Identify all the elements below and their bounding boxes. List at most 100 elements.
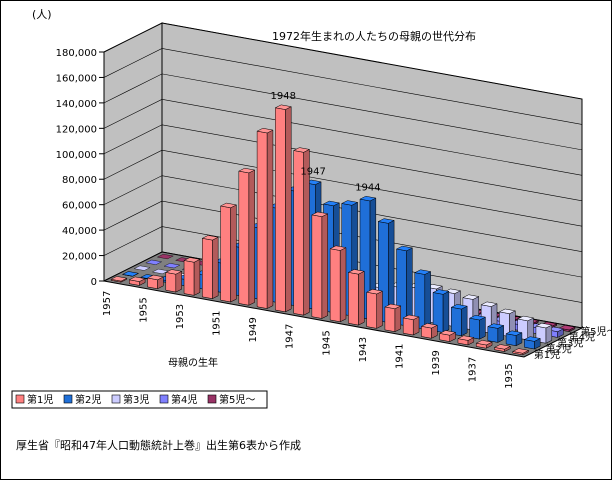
x-tick-label: 1943 bbox=[358, 337, 369, 362]
bar bbox=[121, 271, 140, 277]
bar-top bbox=[340, 200, 359, 206]
bar-front bbox=[311, 214, 323, 319]
x-tick-label: 1935 bbox=[504, 363, 515, 388]
bar-side bbox=[442, 291, 450, 333]
bar-top bbox=[535, 322, 553, 329]
bar-top bbox=[493, 344, 512, 350]
bar-front bbox=[505, 333, 517, 347]
bar-front bbox=[469, 317, 480, 340]
bar bbox=[219, 202, 238, 303]
bar-top bbox=[238, 167, 256, 174]
bar-top bbox=[420, 323, 439, 329]
bar bbox=[505, 330, 523, 347]
legend-label: 第4児 bbox=[171, 393, 197, 406]
x-tick-label: 1947 bbox=[285, 324, 296, 349]
bar-top bbox=[516, 315, 535, 322]
bar-side bbox=[175, 270, 182, 293]
bar-top bbox=[110, 276, 128, 282]
bar-top bbox=[462, 294, 480, 300]
series-axis-label: 第3児 bbox=[557, 337, 583, 350]
bar bbox=[183, 257, 201, 296]
bar bbox=[438, 330, 457, 342]
bar-top bbox=[511, 348, 530, 354]
annotations: 1948 1947 1944 bbox=[271, 91, 381, 193]
gridline bbox=[103, 175, 583, 252]
gridline bbox=[103, 99, 583, 176]
bar bbox=[420, 323, 439, 339]
bar-top bbox=[201, 235, 219, 241]
x-tick-label: 1939 bbox=[431, 350, 442, 375]
bar bbox=[110, 276, 128, 283]
floor-marker bbox=[163, 263, 181, 269]
floor-marker bbox=[156, 253, 174, 260]
y-tick-label: 20,000 bbox=[62, 252, 97, 263]
x-tick-label: 1941 bbox=[394, 344, 405, 369]
bar-side bbox=[479, 316, 486, 340]
y-tick-label: 180,000 bbox=[56, 48, 97, 59]
bar bbox=[402, 314, 420, 336]
bar-top bbox=[432, 289, 450, 295]
bar-side bbox=[358, 270, 365, 326]
y-tick-label: 140,000 bbox=[56, 99, 97, 110]
x-axis-title: 母親の生年 bbox=[168, 356, 218, 369]
bar-front bbox=[238, 170, 250, 306]
bar-front bbox=[348, 272, 359, 326]
bar-top bbox=[146, 274, 165, 281]
bar bbox=[432, 289, 450, 333]
bar-top bbox=[413, 269, 432, 275]
bar bbox=[487, 323, 505, 343]
bar-top bbox=[359, 195, 377, 202]
legend-swatch bbox=[159, 394, 169, 404]
x-tick-label: 1953 bbox=[175, 304, 186, 329]
bar bbox=[292, 147, 311, 316]
legend-swatch bbox=[15, 394, 25, 404]
legend-label: 第5児～ bbox=[219, 393, 255, 406]
chart-title: 1972年生まれの人たちの母親の世代分布 bbox=[272, 29, 476, 43]
bar bbox=[413, 269, 432, 330]
x-tick-label: 1937 bbox=[467, 357, 478, 382]
series-axis-label: 第1児 bbox=[534, 348, 560, 361]
bar bbox=[256, 128, 274, 309]
bar bbox=[384, 303, 402, 333]
bar-top bbox=[183, 257, 201, 263]
bar-side bbox=[339, 247, 347, 323]
bar bbox=[347, 269, 366, 326]
legend-label: 第2児 bbox=[75, 393, 101, 406]
source-footnote: 厚生省『昭和47年人口動態統計上巻』出生第6表から作成 bbox=[16, 438, 301, 452]
bar-front bbox=[220, 205, 231, 303]
bar-top bbox=[121, 271, 140, 277]
bar-side bbox=[230, 204, 237, 303]
bar-front bbox=[275, 107, 286, 313]
bar bbox=[457, 335, 475, 346]
bar-side bbox=[376, 290, 383, 329]
bar bbox=[201, 235, 219, 300]
gridlines bbox=[103, 22, 583, 303]
gridline bbox=[103, 48, 583, 125]
bar-side bbox=[193, 258, 201, 296]
floor-marker bbox=[145, 259, 163, 265]
bar-top bbox=[438, 330, 457, 336]
bar bbox=[238, 167, 256, 306]
bar bbox=[365, 289, 384, 329]
floor-marker bbox=[133, 265, 151, 271]
x-tick-label: 1957 bbox=[102, 291, 113, 316]
y-tick-label: 100,000 bbox=[56, 150, 97, 161]
bar bbox=[450, 304, 468, 337]
bar-top bbox=[256, 128, 274, 134]
series-axis-label: 第2児 bbox=[545, 342, 571, 355]
series-axis-label: 第5児～ bbox=[580, 325, 612, 338]
gridline bbox=[103, 200, 583, 278]
bar-front bbox=[402, 317, 414, 336]
gridline bbox=[103, 226, 583, 303]
legend-box bbox=[11, 390, 268, 409]
y-tick-label: 120,000 bbox=[56, 124, 97, 135]
y-tick-label: 60,000 bbox=[62, 201, 97, 212]
bar-front bbox=[421, 325, 432, 339]
bar-top bbox=[457, 335, 475, 341]
x-axis: 1957 1955 1953 1951 1949 1947 1945 1943 1941 1939… bbox=[102, 291, 515, 389]
peak-annotation: 1944 bbox=[355, 183, 380, 194]
bar-top bbox=[402, 314, 420, 320]
bar-top bbox=[377, 218, 395, 224]
legend-label: 第3児 bbox=[123, 393, 149, 406]
